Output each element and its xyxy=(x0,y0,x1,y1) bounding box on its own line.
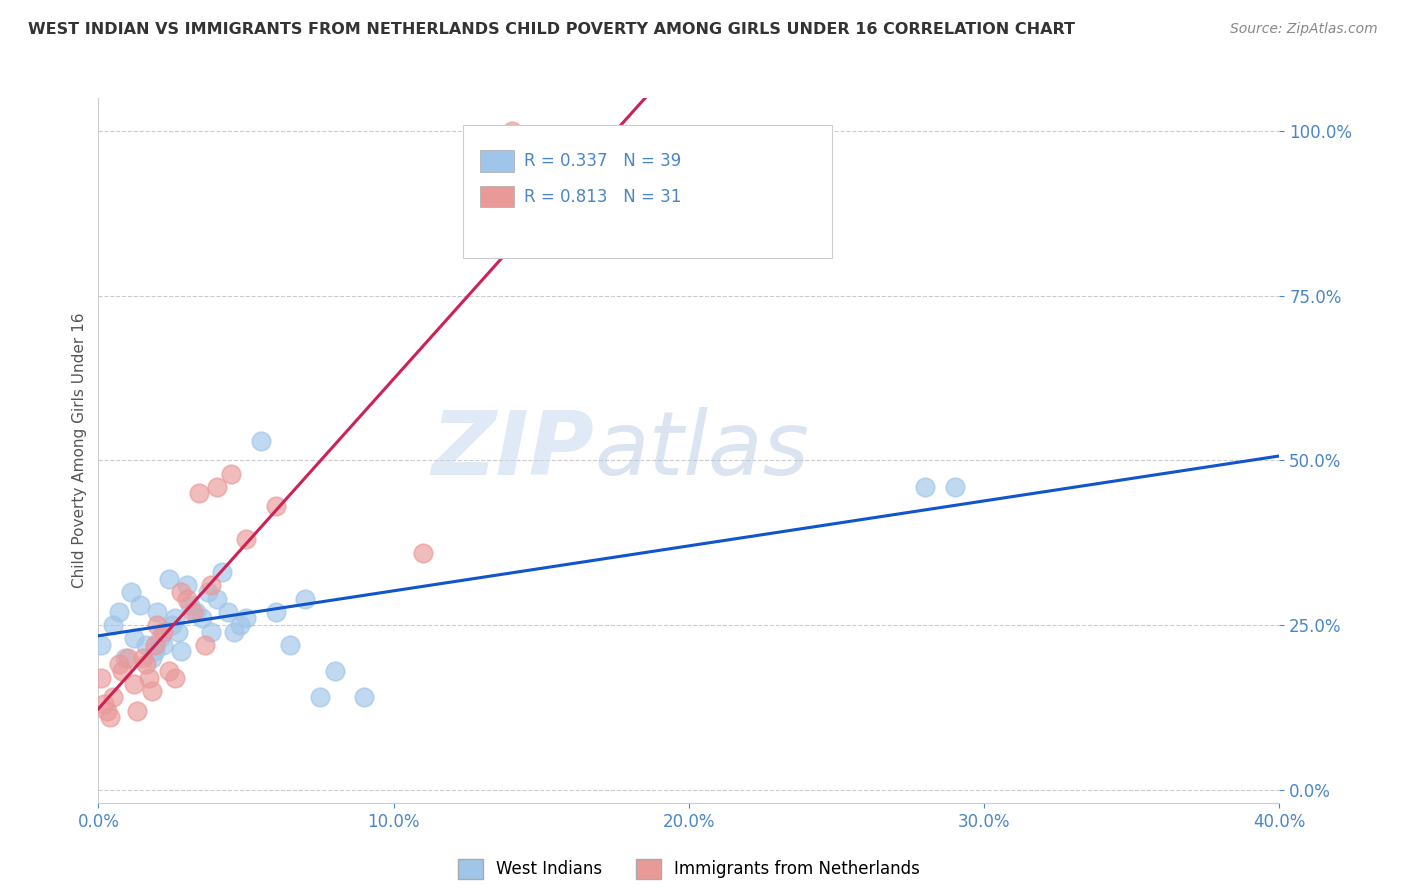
Point xyxy=(205,591,228,606)
Point xyxy=(108,657,131,672)
Point xyxy=(205,480,228,494)
Point xyxy=(278,638,302,652)
Point xyxy=(135,657,157,672)
Point xyxy=(149,631,172,645)
Point xyxy=(191,611,214,625)
Point xyxy=(176,591,198,606)
Point xyxy=(309,690,332,705)
Text: R = 0.337   N = 39: R = 0.337 N = 39 xyxy=(524,152,681,170)
Point xyxy=(103,618,125,632)
Point xyxy=(125,704,148,718)
Text: WEST INDIAN VS IMMIGRANTS FROM NETHERLANDS CHILD POVERTY AMONG GIRLS UNDER 16 CO: WEST INDIAN VS IMMIGRANTS FROM NETHERLAN… xyxy=(28,22,1076,37)
Point xyxy=(103,690,125,705)
Point xyxy=(179,599,201,613)
Point xyxy=(152,624,174,639)
Point xyxy=(211,566,233,580)
Point xyxy=(146,605,169,619)
Point xyxy=(90,671,112,685)
Point xyxy=(165,671,187,685)
Point xyxy=(943,480,966,494)
Point xyxy=(120,585,142,599)
Point xyxy=(114,651,136,665)
Point xyxy=(170,585,193,599)
Point xyxy=(138,671,160,685)
Point xyxy=(90,638,112,652)
Point xyxy=(117,651,139,665)
Point xyxy=(162,618,183,632)
Text: ZIP: ZIP xyxy=(432,407,595,494)
Point xyxy=(264,500,287,514)
Point xyxy=(184,605,207,619)
Point xyxy=(217,605,239,619)
Point xyxy=(152,638,174,652)
Point xyxy=(200,578,222,592)
Point xyxy=(108,605,131,619)
Point xyxy=(353,690,375,705)
Point xyxy=(200,624,222,639)
Point xyxy=(323,664,346,678)
Point xyxy=(229,618,252,632)
Point xyxy=(165,611,187,625)
Point xyxy=(914,480,936,494)
Point xyxy=(141,651,163,665)
Point xyxy=(235,611,257,625)
Point xyxy=(167,624,190,639)
Point xyxy=(146,618,169,632)
Point xyxy=(157,664,180,678)
Point xyxy=(250,434,273,448)
Text: R = 0.813   N = 31: R = 0.813 N = 31 xyxy=(524,187,682,206)
Point xyxy=(294,591,316,606)
Point xyxy=(501,124,523,138)
Point xyxy=(219,467,242,481)
Point xyxy=(128,599,150,613)
Point xyxy=(187,486,209,500)
Point xyxy=(143,638,166,652)
Point xyxy=(264,605,287,619)
Point xyxy=(235,533,257,547)
Point xyxy=(176,578,198,592)
Text: Source: ZipAtlas.com: Source: ZipAtlas.com xyxy=(1230,22,1378,37)
Point xyxy=(135,638,157,652)
Point xyxy=(197,585,219,599)
Legend: West Indians, Immigrants from Netherlands: West Indians, Immigrants from Netherland… xyxy=(458,859,920,879)
Point xyxy=(170,644,193,658)
Point xyxy=(157,572,180,586)
Point xyxy=(143,644,166,658)
Point xyxy=(141,683,163,698)
Point xyxy=(111,664,134,678)
Point xyxy=(224,624,246,639)
Y-axis label: Child Poverty Among Girls Under 16: Child Poverty Among Girls Under 16 xyxy=(72,313,87,588)
Point xyxy=(93,697,115,711)
Text: atlas: atlas xyxy=(595,408,810,493)
Point xyxy=(194,638,217,652)
Point xyxy=(122,677,145,691)
Point xyxy=(181,605,204,619)
Point xyxy=(412,545,434,559)
Point xyxy=(122,631,145,645)
Point xyxy=(132,651,155,665)
Point xyxy=(98,710,121,724)
Point xyxy=(96,704,118,718)
